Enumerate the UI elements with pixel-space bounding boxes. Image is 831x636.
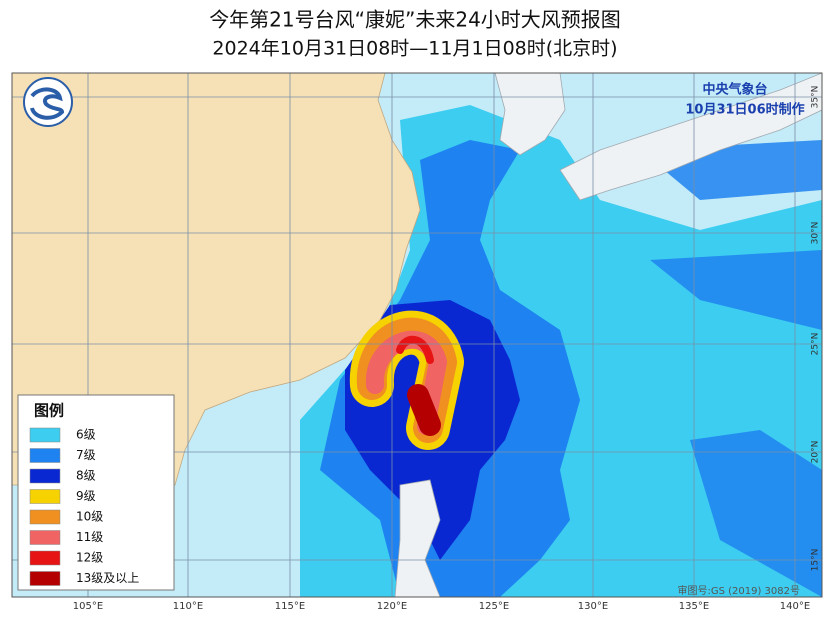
longitude-label: 135°E (679, 601, 709, 612)
issued: 10月31日06时制作 (685, 102, 804, 118)
legend-label: 11级 (76, 530, 103, 544)
wind-7-east (640, 140, 822, 597)
longitude-label: 140°E (780, 601, 810, 612)
longitude-label: 110°E (173, 601, 203, 612)
legend-swatch (29, 509, 61, 525)
latitude-label: 20°N (811, 441, 821, 464)
latitude-label: 15°N (811, 549, 821, 572)
latitude-label: 30°N (811, 222, 821, 245)
legend-swatch (29, 530, 61, 545)
legend-label: 7级 (76, 448, 96, 462)
china-land (12, 73, 421, 486)
legend-swatch (29, 489, 61, 504)
map (12, 73, 822, 597)
japan (559, 73, 822, 201)
legend-swatch (29, 427, 61, 443)
agency: 中央气象台 (702, 82, 767, 98)
legend-swatch (29, 550, 61, 566)
legend-label: 10级 (76, 510, 103, 524)
subtitle: 2024年10月31日08时—11月1日08时(北京时) (212, 38, 617, 60)
legend-title: 图例 (34, 402, 64, 420)
korea (494, 73, 566, 156)
legend-swatch (29, 448, 61, 463)
longitude-label: 130°E (578, 601, 608, 612)
legend: 图例 6级 7级 8级 9级 10级 11级 12级 13级及以上 (17, 394, 175, 591)
legend-label: 8级 (76, 469, 96, 483)
latitude-label: 35°N (811, 86, 821, 109)
legend-swatch (29, 571, 61, 586)
legend-label: 13级及以上 (76, 571, 139, 585)
legend-swatch (29, 468, 61, 484)
emblem (23, 77, 73, 127)
longitude-label: 125°E (479, 601, 509, 612)
luzon (394, 479, 441, 597)
legend-label: 12级 (76, 551, 103, 565)
longitude-label: 105°E (73, 601, 103, 612)
approval: 审图号:GS (2019) 3082号 (677, 584, 800, 597)
title: 今年第21号台风“康妮”未来24小时大风预报图 (209, 8, 621, 32)
longitude-label: 120°E (377, 601, 407, 612)
typhoon-core (349, 310, 464, 450)
legend-label: 9级 (76, 489, 96, 503)
map-frame (11, 72, 823, 598)
longitude-label: 115°E (275, 601, 305, 612)
legend-label: 6级 (76, 428, 96, 442)
latitude-label: 25°N (811, 333, 821, 356)
